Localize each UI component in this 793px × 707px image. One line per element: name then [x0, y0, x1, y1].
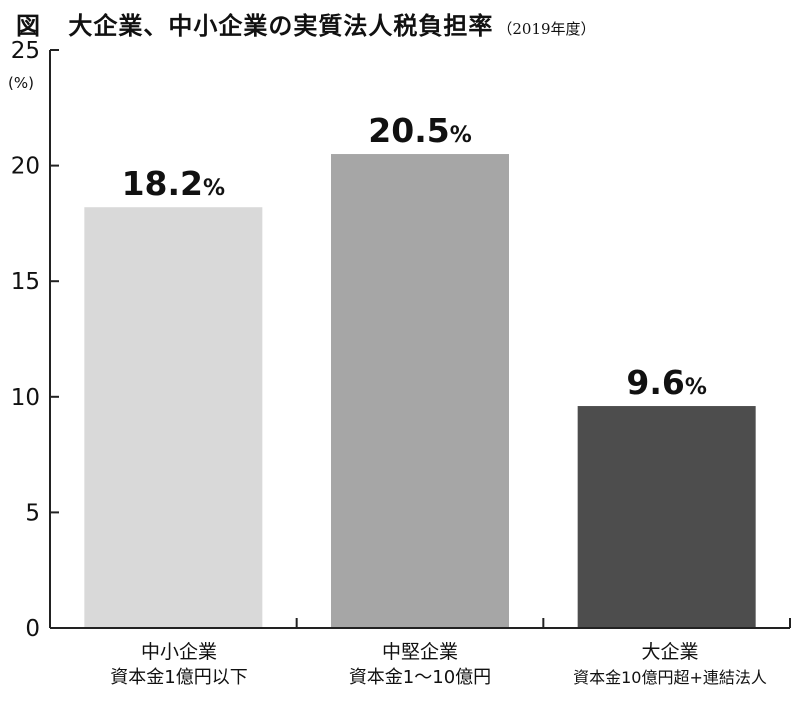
y-tick-label: 5 — [25, 500, 40, 526]
bar — [577, 406, 756, 627]
title-main: 大企業、中小企業の実質法人税負担率 — [68, 12, 494, 40]
category-sub: 資本金1億円以下 — [110, 667, 248, 688]
y-tick-label: 0 — [25, 616, 40, 642]
y-tick-label: 20 — [11, 154, 40, 180]
category-label-2: 中堅企業 資本金1～10億円 — [305, 640, 535, 690]
title-prefix: 図 — [16, 12, 41, 40]
chart-title: 図 大企業、中小企業の実質法人税負担率 （2019年度） — [16, 6, 596, 41]
bar — [84, 207, 263, 627]
y-axis-unit: (%) — [8, 74, 34, 92]
category-sub: 資本金1～10億円 — [348, 667, 492, 688]
category-name: 中小企業 — [140, 641, 217, 663]
category-label-1: 中小企業 資本金1億円以下 — [70, 640, 288, 690]
y-tick-label: 25 — [11, 38, 40, 64]
title-year: （2019年度） — [497, 20, 596, 38]
bar — [331, 154, 509, 628]
bar-value-label: 18.2% — [122, 164, 225, 203]
y-tick-label: 10 — [11, 385, 40, 411]
category-name: 中堅企業 — [381, 641, 458, 663]
bar-value-label: 9.6% — [626, 363, 707, 402]
category-name: 大企業 — [641, 641, 699, 663]
y-tick-label: 15 — [11, 269, 40, 295]
bar-value-label: 20.5% — [368, 111, 471, 150]
category-label-3: 大企業 資本金10億円超+連結法人 — [550, 640, 790, 690]
category-sub: 資本金10億円超+連結法人 — [573, 668, 767, 687]
